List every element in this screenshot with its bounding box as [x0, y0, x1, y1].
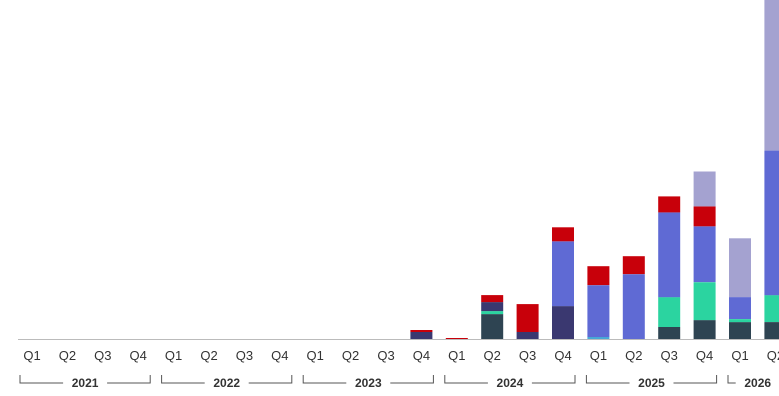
bar-segment-18-5 — [658, 196, 681, 213]
bar-segment-21-6 — [764, 0, 779, 151]
bar-segment-13-0 — [481, 314, 504, 339]
bar-segment-20-4 — [729, 297, 751, 319]
quarter-label: Q1 — [307, 348, 324, 363]
bar-segment-16-4 — [587, 285, 610, 337]
quarter-label: Q4 — [696, 348, 713, 363]
bar-segment-17-5 — [622, 256, 645, 275]
bar-segment-12-5 — [445, 338, 468, 339]
bar-segment-19-0 — [693, 320, 716, 339]
bar-segment-14-5 — [516, 304, 539, 332]
bar-segment-13-3 — [481, 302, 504, 312]
quarter-label: Q4 — [271, 348, 288, 363]
quarter-label: Q1 — [590, 348, 607, 363]
quarter-label: Q1 — [448, 348, 465, 363]
quarter-label: Q3 — [94, 348, 111, 363]
quarter-label: Q2 — [767, 348, 779, 363]
bar-segment-14-3 — [516, 332, 539, 339]
bar-segment-16-5 — [587, 266, 610, 286]
bar-segment-19-4 — [693, 226, 716, 283]
quarter-label: Q2 — [625, 348, 642, 363]
bar-segment-20-6 — [729, 238, 751, 298]
quarter-label: Q3 — [377, 348, 394, 363]
quarter-labels: Q1 Q2 Q3 Q4 Q1 Q2 Q3 Q4 Q1 Q2 Q3 Q4 Q1 Q2 Q3 Q4 Q1 Q2 Q3 Q4… — [23, 348, 779, 363]
quarter-label: Q2 — [342, 348, 359, 363]
bars-layer — [410, 0, 779, 339]
bar-segment-11-3 — [410, 332, 433, 339]
quarter-label: Q3 — [519, 348, 536, 363]
year-label: 2026 — [744, 376, 771, 390]
bar-segment-13-1 — [481, 311, 504, 315]
quarter-label: Q4 — [413, 348, 430, 363]
bar-segment-20-1 — [729, 319, 751, 323]
quarter-label: Q1 — [731, 348, 748, 363]
year-label: 2021 — [72, 376, 99, 390]
bar-segment-16-2 — [587, 337, 610, 339]
bar-segment-13-5 — [481, 295, 504, 303]
bar-segment-18-0 — [658, 327, 681, 339]
year-label: 2022 — [213, 376, 240, 390]
quarter-label: Q4 — [130, 348, 147, 363]
bar-segment-19-6 — [693, 171, 716, 207]
year-bracket — [161, 375, 293, 384]
year-label: 2025 — [638, 376, 665, 390]
bar-segment-11-5 — [410, 330, 433, 332]
quarter-label: Q3 — [661, 348, 678, 363]
quarter-label: Q3 — [236, 348, 253, 363]
bar-segment-15-5 — [552, 227, 574, 242]
bar-segment-20-0 — [729, 322, 751, 339]
year-bracket — [585, 375, 718, 384]
year-label: 2023 — [355, 376, 382, 390]
bar-segment-15-4 — [552, 241, 574, 307]
quarter-label: Q2 — [59, 348, 76, 363]
quarter-label: Q2 — [200, 348, 217, 363]
bar-segment-21-1 — [764, 295, 779, 322]
bar-segment-19-5 — [693, 206, 716, 227]
quarter-label: Q4 — [554, 348, 571, 363]
bar-segment-17-4 — [622, 274, 645, 339]
bar-segment-18-1 — [658, 297, 681, 327]
quarter-label: Q1 — [165, 348, 182, 363]
year-bracket — [19, 375, 151, 384]
bar-segment-21-4 — [764, 150, 779, 296]
year-bracket — [302, 375, 434, 384]
quarter-label: Q2 — [484, 348, 501, 363]
bar-segment-19-1 — [693, 282, 716, 321]
year-label: 2024 — [497, 376, 524, 390]
year-bracket — [444, 375, 576, 384]
year-brackets: 2021 2022 2023 2024 2025 2026 — [19, 375, 771, 390]
bar-segment-18-4 — [658, 212, 681, 298]
quarter-label: Q1 — [23, 348, 40, 363]
bar-segment-21-0 — [764, 322, 779, 339]
year-bracket — [727, 375, 736, 384]
bar-segment-15-3 — [552, 306, 574, 339]
